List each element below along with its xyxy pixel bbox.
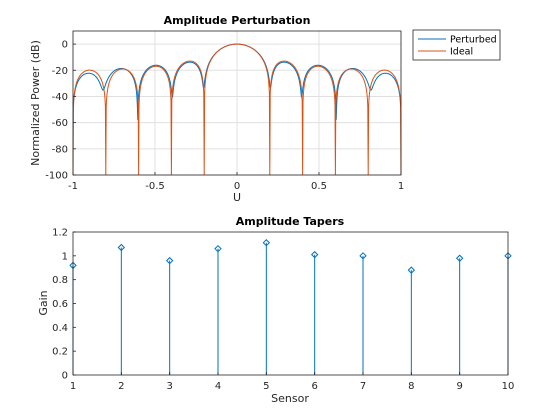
top-x-tick-label: -0.5 <box>145 181 165 192</box>
stem-marker <box>165 256 174 265</box>
bottom-y-tick-label: 0.8 <box>52 275 68 286</box>
bottom-y-axis-label: Gain <box>37 290 50 315</box>
stem-marker <box>262 239 271 247</box>
bottom-x-tick-label: 5 <box>263 381 269 392</box>
stem-marker <box>310 250 319 259</box>
bottom-x-axis-label: Sensor <box>271 392 309 405</box>
bottom-x-tick-label: 4 <box>215 381 221 392</box>
bottom-x-tick-label: 2 <box>118 381 124 392</box>
bottom-y-tick-label: 0.2 <box>52 347 68 358</box>
top-y-tick-label: -80 <box>52 144 68 155</box>
top-y-axis-label: Normalized Power (dB) <box>29 40 42 166</box>
ideal-pattern-line <box>72 43 402 176</box>
bottom-x-tick-label: 7 <box>360 381 366 392</box>
bottom-y-tick-label: 1 <box>62 251 68 262</box>
legend-box <box>412 29 501 61</box>
top-x-axis-label: U <box>233 191 241 204</box>
amplitude-tapers-chart: 1 2 3 4 5 6 7 8 9 10 0 0.2 0.4 0.6 0.8 1 1.2 Amplitude T… <box>37 215 514 405</box>
top-ticks: -1 -0.5 0 0.5 1 0 -20 -40 -60 -80 -100 <box>45 40 404 192</box>
legend-label-ideal: Ideal <box>450 47 473 58</box>
legend: Perturbed Ideal <box>412 29 501 61</box>
stem-marker <box>359 252 367 260</box>
bottom-y-tick-label: 1.2 <box>52 228 68 239</box>
legend-label-perturbed: Perturbed <box>450 35 497 46</box>
top-y-tick-label: -20 <box>52 66 68 77</box>
bottom-y-tick-label: 0.6 <box>52 299 68 310</box>
bottom-x-tick-label: 9 <box>456 381 462 392</box>
top-x-tick-label: 0.5 <box>311 181 327 192</box>
bottom-x-tick-label: 3 <box>166 381 172 392</box>
top-y-tick-label: -60 <box>52 118 68 129</box>
top-x-tick-label: 1 <box>398 181 404 192</box>
bottom-x-tick-label: 8 <box>408 381 414 392</box>
stem-marker <box>117 243 126 252</box>
bottom-chart-title: Amplitude Tapers <box>236 215 345 228</box>
top-y-tick-label: -100 <box>45 171 68 182</box>
stem-marker <box>455 254 464 262</box>
top-series-group <box>72 43 402 176</box>
stem-marker <box>407 266 416 274</box>
top-chart-title: Amplitude Perturbation <box>164 14 311 27</box>
top-y-tick-label: 0 <box>62 40 68 51</box>
top-x-tick-label: -1 <box>68 181 78 192</box>
stem-marker <box>214 244 222 253</box>
bottom-plot-area <box>73 232 508 375</box>
bottom-ticks: 1 2 3 4 5 6 7 8 9 10 0 0.2 0.4 0.6 0.8 1 1.2 <box>52 228 514 393</box>
bottom-y-tick-label: 0.4 <box>52 323 68 334</box>
top-y-tick-label: -40 <box>52 92 68 103</box>
bottom-x-tick-label: 10 <box>502 381 515 392</box>
bottom-x-tick-label: 1 <box>70 381 76 392</box>
bottom-x-tick-label: 6 <box>311 381 317 392</box>
bottom-y-tick-label: 0 <box>62 371 68 382</box>
power-pattern-chart: -1 -0.5 0 0.5 1 0 -20 -40 -60 -80 -100 Amplitude P… <box>29 14 501 204</box>
top-x-tick-label: 0 <box>234 181 240 192</box>
